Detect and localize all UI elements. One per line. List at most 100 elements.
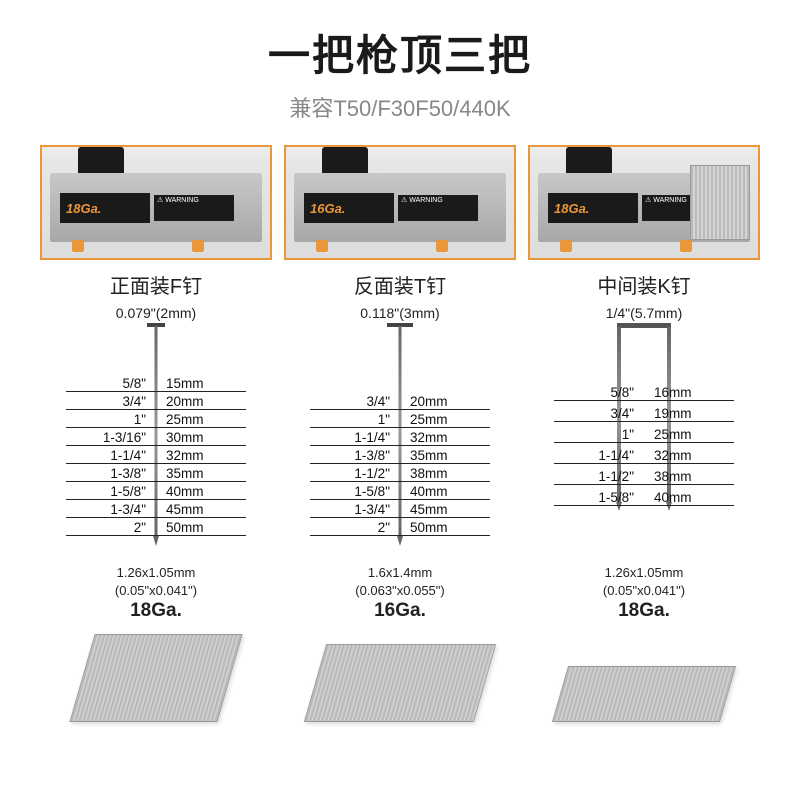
size-row: 1-3/4"45mm — [310, 502, 490, 518]
size-row: 1-5/8"40mm — [554, 490, 734, 506]
spec-row: 0.079"(2mm)5/8"15mm3/4"20mm1"25mm1-3/16"… — [0, 305, 800, 622]
size-mm: 45mm — [156, 502, 246, 518]
gun-foot — [192, 240, 204, 252]
gun-gauge-label: 18Ga. — [60, 193, 150, 223]
nail-strip-graphic — [552, 666, 736, 722]
size-row: 1"25mm — [554, 427, 734, 443]
size-mm: 40mm — [400, 484, 490, 500]
size-row: 1-1/2"38mm — [310, 466, 490, 482]
column-label: 反面装T钉 — [284, 270, 516, 299]
nail-width-label: 1/4"(5.7mm) — [606, 305, 683, 321]
size-mm: 16mm — [644, 385, 734, 401]
size-mm: 15mm — [156, 376, 246, 392]
size-mm: 20mm — [400, 394, 490, 410]
cross-section-in: (0.05"x0.041") — [115, 583, 197, 599]
gun-foot — [72, 240, 84, 252]
size-inches: 1-1/2" — [554, 469, 644, 485]
size-mm: 40mm — [156, 484, 246, 500]
column-label: 中间装K钉 — [528, 270, 760, 299]
size-row: 1-1/4"32mm — [554, 448, 734, 464]
size-inches: 2" — [310, 520, 400, 536]
size-row: 1-5/8"40mm — [310, 484, 490, 500]
size-inches: 1-5/8" — [66, 484, 156, 500]
nail-strip-graphic — [69, 634, 242, 722]
size-inches: 1-5/8" — [310, 484, 400, 500]
nail-strip-graphic — [304, 644, 496, 722]
header: 一把枪顶三把 兼容T50/F30F50/440K — [0, 0, 800, 123]
size-row: 1-5/8"40mm — [66, 484, 246, 500]
page-subtitle: 兼容T50/F30F50/440K — [0, 91, 800, 123]
size-mm: 45mm — [400, 502, 490, 518]
nail-width-label: 0.079"(2mm) — [116, 305, 196, 321]
gauge-label: 16Ga. — [374, 600, 426, 622]
size-row: 1-3/8"35mm — [66, 466, 246, 482]
gun-foot — [316, 240, 328, 252]
size-inches: 1" — [310, 412, 400, 428]
gun-warning-label: ⚠ WARNING — [398, 195, 478, 221]
size-row: 5/8"15mm — [66, 376, 246, 392]
cross-section-mm: 1.26x1.05mm — [117, 565, 196, 581]
size-row: 1-3/4"45mm — [66, 502, 246, 518]
size-row: 5/8"16mm — [554, 385, 734, 401]
size-mm: 20mm — [156, 394, 246, 410]
nail-diagram: 5/8"16mm3/4"19mm1"25mm1-1/4"32mm1-1/2"38… — [554, 323, 734, 563]
gauge-label: 18Ga. — [130, 600, 182, 622]
spec-column: 0.118"(3mm) 3/4"20mm 1"25mm 1-1/4"32mm 1-3/8… — [284, 305, 516, 622]
size-inches: 1" — [554, 427, 644, 443]
size-mm: 19mm — [644, 406, 734, 422]
nail-diagram: 5/8"15mm3/4"20mm1"25mm1-3/16"30mm1-1/4"3… — [66, 323, 246, 563]
cross-section-mm: 1.6x1.4mm — [368, 565, 432, 581]
product-image: 18Ga. ⚠ WARNING — [40, 145, 272, 260]
size-inches: 3/4" — [66, 394, 156, 410]
size-row: 3/4"20mm — [310, 394, 490, 410]
size-mm: 50mm — [156, 520, 246, 536]
size-row: 2"50mm — [310, 520, 490, 536]
gun-foot — [436, 240, 448, 252]
size-mm: 35mm — [400, 448, 490, 464]
nail-strip — [528, 666, 760, 722]
size-inches: 1-1/2" — [310, 466, 400, 482]
size-row: 2"50mm — [66, 520, 246, 536]
size-row: 1"25mm — [66, 412, 246, 428]
size-row: 1"25mm — [310, 412, 490, 428]
size-row: 1-3/8"35mm — [310, 448, 490, 464]
nail-point — [397, 536, 403, 546]
size-mm: 40mm — [644, 490, 734, 506]
size-inches: 1-5/8" — [554, 490, 644, 506]
nail-strip — [40, 634, 272, 722]
size-row: 1-1/4"32mm — [310, 430, 490, 446]
size-inches: 1-1/4" — [310, 430, 400, 446]
size-mm: 38mm — [400, 466, 490, 482]
size-inches: 2" — [66, 520, 156, 536]
size-inches: 3/4" — [554, 406, 644, 422]
size-inches: 1-3/4" — [310, 502, 400, 518]
size-mm: 32mm — [156, 448, 246, 464]
size-row: 3/4"19mm — [554, 406, 734, 422]
page-title: 一把枪顶三把 — [0, 22, 800, 83]
size-inches: 1-1/4" — [554, 448, 644, 464]
nail-point — [153, 536, 159, 546]
gun-foot — [680, 240, 692, 252]
gun-warning-label: ⚠ WARNING — [154, 195, 234, 221]
size-mm: 35mm — [156, 466, 246, 482]
size-inches: 1-3/16" — [66, 430, 156, 446]
cross-section-in: (0.05"x0.041") — [603, 583, 685, 599]
size-row: 1-1/2"38mm — [554, 469, 734, 485]
nail-width-label: 0.118"(3mm) — [360, 305, 439, 321]
gauge-label: 18Ga. — [618, 600, 670, 622]
size-mm: 32mm — [400, 430, 490, 446]
size-mm: 32mm — [644, 448, 734, 464]
size-row: 3/4"20mm — [66, 394, 246, 410]
staple-crown — [617, 323, 671, 328]
size-inches: 1-1/4" — [66, 448, 156, 464]
size-mm: 50mm — [400, 520, 490, 536]
size-inches: 5/8" — [66, 376, 156, 392]
column-label: 正面装F钉 — [40, 270, 272, 299]
nail-strip-row — [0, 634, 800, 738]
spec-column: 1/4"(5.7mm)5/8"16mm3/4"19mm1"25mm1-1/4"3… — [528, 305, 760, 622]
size-inches: 1-3/8" — [66, 466, 156, 482]
nail-strip — [284, 644, 516, 722]
nail-diagram: 3/4"20mm 1"25mm 1-1/4"32mm 1-3/8"35mm 1-1/2"… — [310, 323, 490, 563]
size-mm: 30mm — [156, 430, 246, 446]
size-mm: 38mm — [644, 469, 734, 485]
